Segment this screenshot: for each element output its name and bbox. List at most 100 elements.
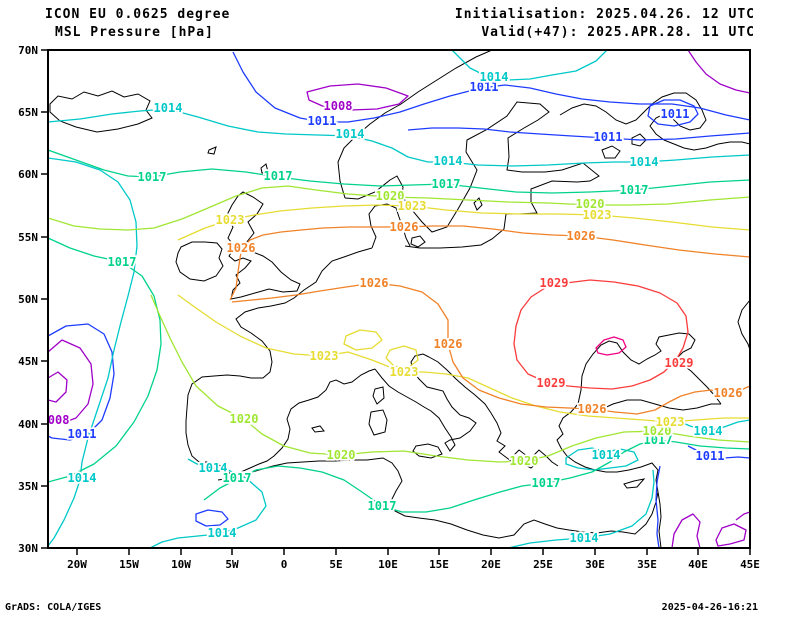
coastline-cyprus [623,478,646,489]
coastline-italy [374,353,477,452]
isobar-label-1023: 1023 [216,213,245,227]
isobar-1008 [735,511,750,521]
coastline-turkey-west-south-levant [556,403,662,548]
coastline-europe-west-iberia [185,247,376,478]
isobar-1023 [343,329,383,351]
coastline-sardinia [368,409,388,436]
coastline-caspian-northwest [737,299,750,351]
isobar-1023 [177,204,750,241]
isobar-label-1017: 1017 [620,183,649,197]
lat-label-40N: 40N [18,418,38,431]
isobar-1029 [513,279,689,390]
init-time: Initialisation: 2025.04.26. 12 UTC [454,7,755,22]
isobar-label-1017: 1017 [432,177,461,191]
isobar-label-1023: 1023 [656,415,685,429]
coastline-shetland [260,163,269,174]
isobar-label-1026: 1026 [390,220,419,234]
isobar-label-1014: 1014 [208,526,237,540]
isobar-label-1017: 1017 [223,471,252,485]
isobar-label-1014: 1014 [694,424,723,438]
isobar-1014 [149,458,267,548]
isobar-label-1011: 1011 [594,130,623,144]
isobar-label-1014: 1014 [570,531,599,545]
isobar-1008 [48,371,68,403]
isobar-label-1020: 1020 [510,454,539,468]
isobar-1014 [48,108,750,167]
isobar-label-1014: 1014 [630,155,659,169]
isobar-1008 [715,523,747,547]
lon-label-45E: 45E [740,558,760,571]
isobar-label-1017: 1017 [368,499,397,513]
lon-label-15W: 15W [119,558,139,571]
isobar-1026 [231,282,750,415]
valid-time: Valid(+47): 2025.APR.28. 11 UTC [481,25,755,40]
lon-label-15E: 15E [429,558,449,571]
isobar-1008 [306,83,409,111]
isobar-1011 [48,323,115,441]
lon-label-20W: 20W [67,558,87,571]
lon-label-40E: 40E [688,558,708,571]
lon-label-35E: 35E [637,558,657,571]
lat-label-60N: 60N [18,168,38,181]
isobar-label-1014: 1014 [434,154,463,168]
isobar-label-1026: 1026 [714,386,743,400]
coastline-lake-onega [631,133,647,147]
isobar-label-1026: 1026 [578,402,607,416]
isobars-layer [48,50,750,548]
lon-label-25E: 25E [533,558,553,571]
isobar-label-1023: 1023 [398,199,427,213]
isobar-1026 [229,225,750,301]
lon-label-20E: 20E [481,558,501,571]
isobar-label-1023: 1023 [310,349,339,363]
coastline-iceland [49,90,153,133]
lon-label-5W: 5W [225,558,239,571]
creation-timestamp: 2025-04-26-16:21 [661,602,758,613]
isobar-1011 [407,127,750,141]
isobar-label-1014: 1014 [592,448,621,462]
isobar-label-1011: 1011 [308,114,337,128]
isobar-1020 [48,185,750,231]
isobar-1014 [48,157,138,547]
isobar-label-1026: 1026 [567,229,596,243]
isobar-label-1029: 1029 [540,276,569,290]
axes-layer: 70N 65N 60N 55N 50N 45N 40N 35N 30N 20W 15W 10W 5W 0 5… [18,44,760,571]
lon-label-5E: 5E [329,558,342,571]
coastline-black-sea-north [577,332,722,405]
lon-label-30E: 30E [585,558,605,571]
coastline-zealand [410,235,426,248]
isobar-label-1020: 1020 [327,448,356,462]
isobar-label-1017: 1017 [138,170,167,184]
isobar-label-1011: 1011 [696,449,725,463]
isobar-label-1017: 1017 [264,169,293,183]
isobar-1008 [671,513,701,548]
isobar-1011 [195,509,229,527]
isobar-1014 [451,50,608,81]
isobar-label-1008: 1008 [41,413,70,427]
coastline-great-britain [225,191,301,300]
field-title: MSL Pressure [hPa] [55,25,214,40]
isobar-label-1011: 1011 [470,80,499,94]
isobar-label-1011: 1011 [661,107,690,121]
isobar-1008 [48,339,94,425]
isobar-1020 [150,294,750,463]
lat-label-55N: 55N [18,231,38,244]
isobar-1017 [48,237,162,483]
isobar-label-1017: 1017 [644,433,673,447]
isobar-1023 [177,294,750,423]
isobar-label-1026: 1026 [360,276,389,290]
lat-label-65N: 65N [18,106,38,119]
lat-label-70N: 70N [18,44,38,57]
lat-label-35N: 35N [18,480,38,493]
isobar-1011 [687,445,750,459]
coastline-lake-ladoga [601,145,621,159]
header-right: Initialisation: 2025.04.26. 12 UTC Valid… [455,6,755,42]
isobar-1011 [647,99,699,127]
isobar-1017 [48,149,750,194]
isobar-label-1014: 1014 [336,127,365,141]
isobar-label-1026: 1026 [227,241,256,255]
coastline-scandinavia-baltic [344,101,600,249]
isobar-1017 [203,439,750,513]
isobar-label-1020: 1020 [643,424,672,438]
lon-label-10W: 10W [171,558,191,571]
